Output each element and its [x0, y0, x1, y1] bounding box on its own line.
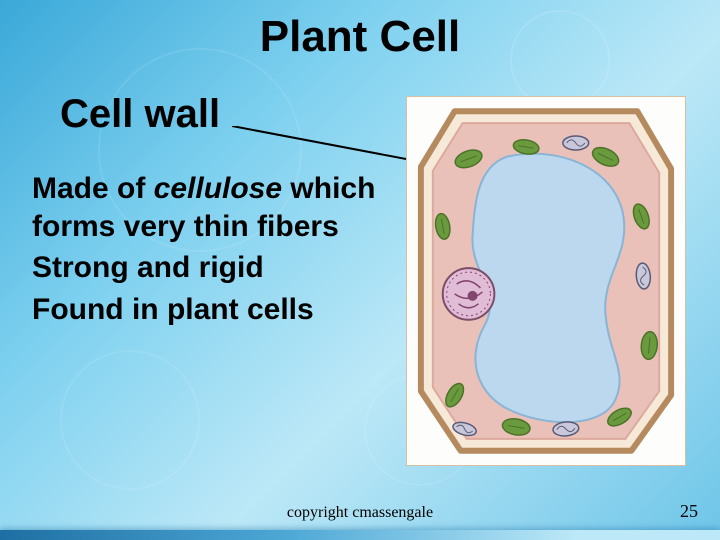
slide: Plant Cell Cell wall Made of cellulose w…: [0, 0, 720, 540]
page-number: 25: [680, 501, 698, 522]
nucleus: [443, 268, 495, 320]
body-text: Made of cellulose which forms very thin …: [32, 170, 402, 332]
body-line-3: Found in plant cells: [32, 291, 402, 329]
body-line-2: Strong and rigid: [32, 249, 402, 287]
vacuole: [472, 154, 624, 423]
plant-cell-svg: [407, 97, 685, 465]
plant-cell-diagram: [406, 96, 686, 466]
body-line-1: Made of cellulose which forms very thin …: [32, 170, 402, 245]
slide-title: Plant Cell: [0, 12, 720, 62]
copyright-text: copyright cmassengale: [0, 504, 720, 522]
slide-subtitle: Cell wall: [60, 92, 220, 137]
accent-bar: [0, 530, 720, 540]
